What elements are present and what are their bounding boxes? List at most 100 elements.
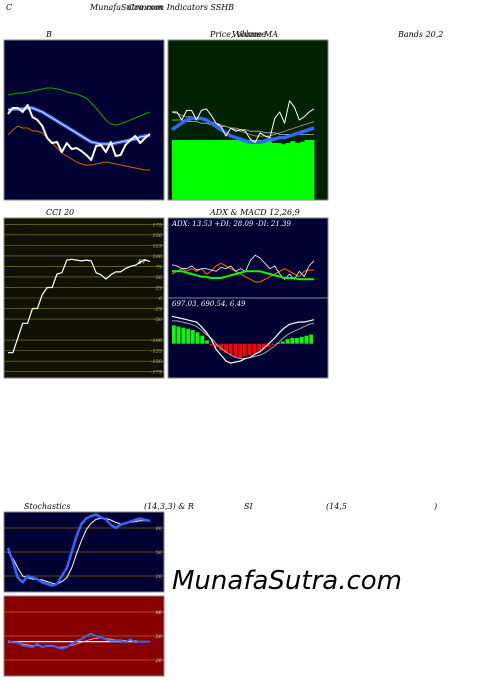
rsi-title: SI bbox=[244, 502, 253, 511]
macd-histogram-bar bbox=[209, 343, 214, 346]
cci-tick-label: 50 bbox=[156, 275, 163, 281]
volume-bar bbox=[190, 140, 197, 200]
cci-tick-label: 0 bbox=[159, 296, 163, 302]
stoch-tick-label: 20 bbox=[155, 574, 163, 580]
volume-bar bbox=[271, 143, 277, 200]
cci-tick-label: 75 bbox=[156, 264, 162, 270]
cci-line bbox=[8, 258, 151, 354]
volume-bar bbox=[285, 143, 291, 200]
volume-bar bbox=[238, 140, 244, 200]
macd-histogram-bar bbox=[190, 330, 195, 344]
cci-tick-label: -25 bbox=[154, 307, 162, 313]
macd-histogram-bar bbox=[271, 343, 276, 345]
volume-bar bbox=[186, 140, 192, 200]
rsi-params-close: ) bbox=[434, 502, 438, 511]
adx-plus-di bbox=[171, 262, 314, 283]
rsi-params: (14,5 bbox=[326, 502, 347, 511]
macd-histogram-bar bbox=[299, 336, 304, 344]
macd-histogram-bar bbox=[309, 334, 314, 344]
cci-title: CCI 20 bbox=[46, 208, 75, 217]
macd-histogram-bar bbox=[176, 326, 181, 344]
macd-histogram-bar bbox=[290, 338, 295, 344]
volume-bar bbox=[214, 140, 220, 200]
volume-bar bbox=[295, 143, 301, 200]
rsi-line bbox=[7, 632, 150, 650]
price-title: Price, bbox=[210, 30, 234, 39]
volume-bar bbox=[209, 140, 215, 200]
adx-line bbox=[172, 270, 314, 281]
volume-bar bbox=[261, 140, 268, 200]
volume-bar bbox=[233, 140, 239, 200]
macd-histogram-bar bbox=[238, 343, 243, 358]
macd-histogram-bar bbox=[285, 339, 290, 344]
page-title: MunafaSutra.com bbox=[90, 3, 163, 12]
cci-tick-label: 175 bbox=[152, 222, 162, 228]
price-title-overlay2: Volume bbox=[236, 30, 266, 39]
cci-tick-label: 125 bbox=[152, 243, 162, 249]
volume-bar bbox=[172, 140, 178, 200]
volume-bar bbox=[299, 141, 305, 200]
macd-histogram-bar bbox=[266, 343, 271, 348]
bb-middle-core bbox=[7, 107, 151, 145]
adx-macd-title: ADX & MACD 12,26,9 bbox=[210, 208, 300, 217]
volume-bar bbox=[276, 143, 282, 200]
volume-bar bbox=[228, 140, 234, 200]
volume-bar bbox=[257, 140, 263, 200]
volume-bar bbox=[280, 144, 286, 200]
header-left: C bbox=[6, 3, 13, 12]
macd-signal-line bbox=[172, 320, 315, 360]
volume-bar bbox=[205, 140, 211, 200]
macd-histogram-bar bbox=[247, 343, 252, 356]
macd-histogram-bar bbox=[224, 343, 228, 353]
rsi-tick-label: 80 bbox=[156, 610, 163, 616]
cci-tick-label: 150 bbox=[152, 233, 162, 239]
volume-bar bbox=[224, 140, 230, 200]
macd-histogram-bar bbox=[186, 328, 190, 344]
bands-title: Bands 20,2 bbox=[398, 30, 444, 39]
cci-tick-label: -175 bbox=[151, 370, 162, 376]
rsi-tick-label: 50 bbox=[156, 634, 163, 640]
price-title-overlay1: Volume bbox=[232, 30, 262, 39]
stoch-tick-label: 80 bbox=[156, 526, 163, 532]
macd-histogram-bar bbox=[228, 343, 233, 356]
bb-upper-band bbox=[7, 87, 151, 126]
macd-histogram-bar bbox=[200, 335, 205, 344]
volume-bar bbox=[247, 140, 253, 200]
macd-line bbox=[171, 315, 315, 364]
macd-histogram-bar bbox=[214, 343, 219, 348]
stoch-k-line bbox=[6, 513, 151, 587]
bb-price-line bbox=[7, 104, 151, 161]
cci-tick-label: -50 bbox=[154, 317, 163, 323]
macd-histogram-bar bbox=[219, 343, 224, 351]
macd-histogram-bar bbox=[261, 343, 266, 350]
cci-last-label: 87 bbox=[138, 259, 146, 266]
macd-histogram-bar bbox=[172, 325, 176, 344]
macd-histogram-bar bbox=[252, 343, 257, 354]
cci-tick-label: 25 bbox=[155, 285, 162, 291]
bb-title: B bbox=[46, 30, 52, 39]
cci-tick-label: -150 bbox=[151, 359, 163, 365]
macd-histogram-bar bbox=[233, 343, 238, 358]
volume-bar bbox=[176, 140, 182, 200]
macd-histogram-bar bbox=[205, 340, 209, 344]
cci-tick-label: -125 bbox=[151, 349, 162, 355]
price-title-ma: MA bbox=[264, 30, 278, 39]
adx-readout: ADX: 13.53 +DI: 28.09 -DI: 21.39 bbox=[171, 220, 292, 228]
macd-histogram-bar bbox=[295, 338, 299, 344]
volume-bar bbox=[181, 140, 187, 200]
macd-histogram-bar bbox=[280, 341, 285, 344]
volume-bar bbox=[252, 140, 258, 200]
stoch-params: (14,3,3) & R bbox=[144, 502, 194, 511]
volume-bar bbox=[290, 141, 296, 200]
volume-bar bbox=[243, 140, 249, 200]
adx-minus-di bbox=[171, 254, 315, 280]
price-line bbox=[172, 100, 315, 143]
macd-histogram-bar bbox=[304, 335, 309, 344]
bb-lower-band bbox=[7, 125, 150, 171]
macd-histogram-bar bbox=[257, 343, 261, 352]
bb-panel bbox=[3, 39, 165, 201]
volume-bar bbox=[266, 140, 272, 200]
watermark: MunafaSutra.com bbox=[172, 566, 403, 596]
rsi-tick-label: 20 bbox=[155, 658, 163, 664]
macd-histogram-bar bbox=[181, 327, 186, 344]
